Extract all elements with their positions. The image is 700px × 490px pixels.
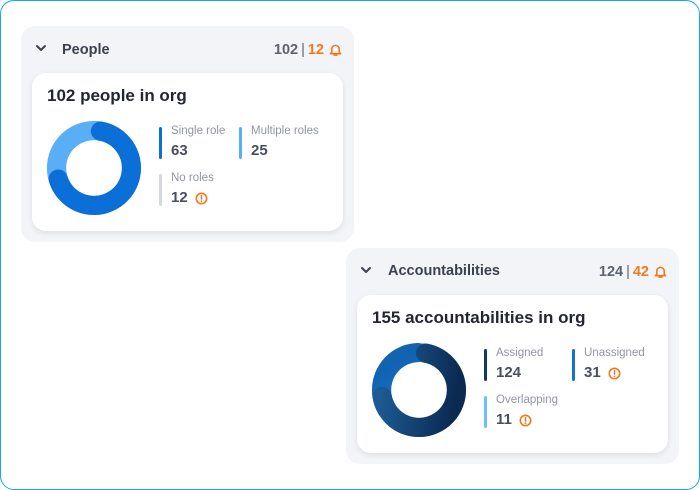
stat-number: 11 xyxy=(496,411,512,428)
accountabilities-alert-count: 42 xyxy=(632,264,649,280)
warning-icon[interactable] xyxy=(195,192,208,205)
stat-single-role: Single role 63 xyxy=(159,124,225,160)
accountabilities-total-count: 124 xyxy=(598,264,624,280)
stat-no-roles: No roles 12 xyxy=(159,171,214,207)
stat-multiple-roles: Multiple roles 25 xyxy=(239,124,319,160)
stat-number: 31 xyxy=(584,364,601,381)
stat-label: Overlapping xyxy=(496,394,559,406)
accountabilities-card-title: 155 accountabilities in org xyxy=(372,308,586,327)
people-counts: 102 | 12 xyxy=(274,42,342,58)
stat-label: Single role xyxy=(171,125,226,137)
legend-bar xyxy=(484,349,487,381)
stat-value: 31 xyxy=(584,364,645,382)
stat-number: 12 xyxy=(171,189,188,206)
people-card-title: 102 people in org xyxy=(47,86,187,105)
accountabilities-donut-chart xyxy=(371,342,467,438)
stat-label: No roles xyxy=(171,172,214,184)
warning-icon[interactable] xyxy=(608,367,621,380)
accountabilities-panel-title: Accountabilities xyxy=(388,263,500,279)
chevron-down-icon[interactable] xyxy=(35,42,47,54)
stat-label: Unassigned xyxy=(584,347,645,359)
people-panel: People 102 | 12 102 people in org Single… xyxy=(21,26,354,242)
accountabilities-summary-card: 155 accountabilities in org Assign xyxy=(357,295,668,453)
legend-bar xyxy=(159,127,162,159)
legend-bar xyxy=(572,349,575,381)
stat-value: 11 xyxy=(496,411,558,429)
people-summary-card: 102 people in org Single role 63 Multipl… xyxy=(32,73,343,231)
people-panel-header[interactable]: People 102 | 12 xyxy=(21,26,354,72)
stat-value: 12 xyxy=(171,189,214,207)
stat-label: Assigned xyxy=(496,347,544,359)
legend-bar xyxy=(159,174,162,206)
people-total-count: 102 xyxy=(273,42,299,58)
stat-value: 63 xyxy=(171,142,225,160)
count-separator: | xyxy=(626,264,630,280)
count-separator: | xyxy=(301,42,305,58)
accountabilities-panel-header[interactable]: Accountabilities 124 | 42 xyxy=(346,248,679,294)
stat-overlapping: Overlapping 11 xyxy=(484,393,558,429)
legend-bar xyxy=(239,127,242,159)
stat-value: 25 xyxy=(251,142,319,160)
stat-assigned: Assigned 124 xyxy=(484,346,543,382)
stat-number: 63 xyxy=(171,142,188,159)
legend-bar xyxy=(484,396,487,428)
bell-icon xyxy=(329,44,342,56)
stat-unassigned: Unassigned 31 xyxy=(572,346,645,382)
chevron-down-icon[interactable] xyxy=(360,264,372,276)
bell-icon xyxy=(654,266,667,278)
stat-number: 25 xyxy=(251,142,268,159)
people-panel-title: People xyxy=(62,42,110,58)
accountabilities-panel: Accountabilities 124 | 42 155 accountabi… xyxy=(346,248,679,464)
accountabilities-counts: 124 | 42 xyxy=(599,264,667,280)
stat-number: 124 xyxy=(496,364,522,381)
warning-icon[interactable] xyxy=(519,414,532,427)
people-alert-count: 12 xyxy=(307,42,324,58)
stat-label: Multiple roles xyxy=(251,125,319,137)
stat-value: 124 xyxy=(496,364,543,382)
people-donut-chart xyxy=(46,120,142,216)
